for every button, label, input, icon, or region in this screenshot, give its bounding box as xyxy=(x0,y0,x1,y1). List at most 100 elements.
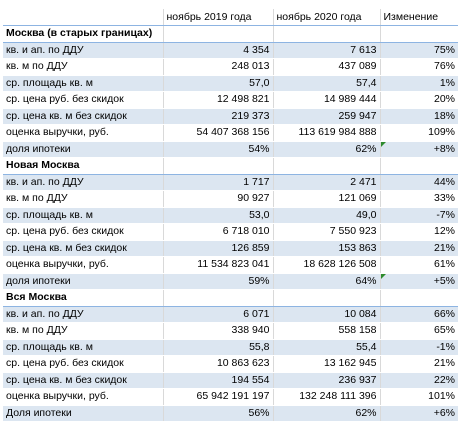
change-cell[interactable]: +6% xyxy=(380,405,458,422)
value-2019-cell[interactable]: 53,0 xyxy=(162,207,274,224)
value-2020-cell[interactable]: 7 613 xyxy=(273,42,381,59)
value-2019-cell[interactable]: 4 354 xyxy=(162,42,274,59)
value-2019-cell[interactable]: 65 942 191 197 xyxy=(162,388,274,406)
value-2019-cell[interactable]: 56% xyxy=(162,405,274,422)
section-empty-cell[interactable] xyxy=(380,157,458,175)
change-cell[interactable]: 61% xyxy=(380,256,458,274)
row-label-cell[interactable]: кв. и ап. по ДДУ xyxy=(3,306,163,323)
value-2020-cell[interactable]: 55,4 xyxy=(273,339,381,356)
row-label-cell[interactable]: ср. цена кв. м без скидок xyxy=(3,108,163,125)
row-label-cell[interactable]: оценка выручки, руб. xyxy=(3,388,163,406)
value-2020-cell[interactable]: 558 158 xyxy=(273,322,381,340)
value-2019-cell[interactable]: 194 554 xyxy=(162,372,274,389)
value-2020-cell[interactable]: 132 248 111 396 xyxy=(273,388,381,406)
value-2019-cell[interactable]: 219 373 xyxy=(162,108,274,125)
row-label-cell[interactable]: оценка выручки, руб. xyxy=(3,256,163,274)
change-cell[interactable]: 76% xyxy=(380,58,458,76)
change-cell[interactable]: -7% xyxy=(380,207,458,224)
change-cell[interactable]: 20% xyxy=(380,91,458,109)
change-cell[interactable]: 1% xyxy=(380,75,458,92)
row-label-cell[interactable]: Доля ипотеки xyxy=(3,405,163,422)
section-title-cell[interactable]: Новая Москва xyxy=(3,157,163,175)
row-label-cell[interactable]: оценка выручки, руб. xyxy=(3,124,163,142)
change-cell[interactable]: 22% xyxy=(380,372,458,389)
row-label-cell[interactable]: доля ипотеки xyxy=(3,273,163,290)
row-label-cell[interactable]: ср. цена руб. без скидок xyxy=(3,223,163,241)
section-empty-cell[interactable] xyxy=(273,157,381,175)
section-empty-cell[interactable] xyxy=(380,289,458,307)
change-cell[interactable]: 65% xyxy=(380,322,458,340)
row-label-cell[interactable]: ср. цена кв. м без скидок xyxy=(3,240,163,257)
value-2019-cell[interactable]: 54 407 368 156 xyxy=(162,124,274,142)
value-2020-cell[interactable]: 7 550 923 xyxy=(273,223,381,241)
change-cell[interactable]: +8% xyxy=(380,141,458,158)
row-label-cell[interactable]: кв. м по ДДУ xyxy=(3,190,163,208)
change-cell[interactable]: 18% xyxy=(380,108,458,125)
row-label-cell[interactable]: доля ипотеки xyxy=(3,141,163,158)
value-2019-cell[interactable]: 1 717 xyxy=(162,174,274,191)
section-empty-cell[interactable] xyxy=(162,25,274,43)
row-label-cell[interactable]: кв. м по ДДУ xyxy=(3,58,163,76)
value-2020-cell[interactable]: 62% xyxy=(273,141,381,158)
change-cell[interactable]: 66% xyxy=(380,306,458,323)
value-2019-cell[interactable]: 57,0 xyxy=(162,75,274,92)
header-label-cell[interactable] xyxy=(3,9,163,26)
row-label-cell[interactable]: ср. цена руб. без скидок xyxy=(3,91,163,109)
row-label-cell[interactable]: ср. площадь кв. м xyxy=(3,207,163,224)
change-cell[interactable]: 21% xyxy=(380,355,458,373)
value-2019-cell[interactable]: 59% xyxy=(162,273,274,290)
row-label-cell[interactable]: ср. площадь кв. м xyxy=(3,339,163,356)
row-label-cell[interactable]: ср. цена кв. м без скидок xyxy=(3,372,163,389)
row-label-cell[interactable]: кв. и ап. по ДДУ xyxy=(3,174,163,191)
value-2020-cell[interactable]: 18 628 126 508 xyxy=(273,256,381,274)
section-empty-cell[interactable] xyxy=(380,25,458,43)
value-2019-cell[interactable]: 11 534 823 041 xyxy=(162,256,274,274)
value-2020-cell[interactable]: 57,4 xyxy=(273,75,381,92)
value-2020-cell[interactable]: 113 619 984 888 xyxy=(273,124,381,142)
change-cell[interactable]: 33% xyxy=(380,190,458,208)
value-2019-cell[interactable]: 6 718 010 xyxy=(162,223,274,241)
section-title-cell[interactable]: Москва (в старых границах) xyxy=(3,25,163,43)
value-2020-cell[interactable]: 153 863 xyxy=(273,240,381,257)
value-2019-cell[interactable]: 55,8 xyxy=(162,339,274,356)
change-cell[interactable]: 12% xyxy=(380,223,458,241)
change-cell[interactable]: 109% xyxy=(380,124,458,142)
change-cell[interactable]: 21% xyxy=(380,240,458,257)
value-2019-cell[interactable]: 338 940 xyxy=(162,322,274,340)
value-2020-cell[interactable]: 437 089 xyxy=(273,58,381,76)
value-2020-cell[interactable]: 236 937 xyxy=(273,372,381,389)
header-2019-cell[interactable]: ноябрь 2019 года xyxy=(162,9,274,26)
change-cell[interactable]: +5% xyxy=(380,273,458,290)
value-2020-cell[interactable]: 49,0 xyxy=(273,207,381,224)
section-empty-cell[interactable] xyxy=(273,25,381,43)
section-empty-cell[interactable] xyxy=(273,289,381,307)
change-cell[interactable]: -1% xyxy=(380,339,458,356)
section-empty-cell[interactable] xyxy=(162,157,274,175)
value-2020-cell[interactable]: 62% xyxy=(273,405,381,422)
value-2020-cell[interactable]: 64% xyxy=(273,273,381,290)
header-2020-cell[interactable]: ноябрь 2020 года xyxy=(273,9,381,26)
value-2020-cell[interactable]: 13 162 945 xyxy=(273,355,381,373)
value-2019-cell[interactable]: 12 498 821 xyxy=(162,91,274,109)
row-label-cell[interactable]: ср. цена руб. без скидок xyxy=(3,355,163,373)
value-2019-cell[interactable]: 126 859 xyxy=(162,240,274,257)
row-label-cell[interactable]: кв. и ап. по ДДУ xyxy=(3,42,163,59)
value-2019-cell[interactable]: 248 013 xyxy=(162,58,274,76)
value-2020-cell[interactable]: 14 989 444 xyxy=(273,91,381,109)
value-2020-cell[interactable]: 121 069 xyxy=(273,190,381,208)
value-2020-cell[interactable]: 259 947 xyxy=(273,108,381,125)
value-2019-cell[interactable]: 6 071 xyxy=(162,306,274,323)
value-2020-cell[interactable]: 2 471 xyxy=(273,174,381,191)
value-2019-cell[interactable]: 10 863 623 xyxy=(162,355,274,373)
value-2020-cell[interactable]: 10 084 xyxy=(273,306,381,323)
row-label-cell[interactable]: ср. площадь кв. м xyxy=(3,75,163,92)
header-change-cell[interactable]: Изменение xyxy=(380,9,458,26)
value-2019-cell[interactable]: 90 927 xyxy=(162,190,274,208)
section-title-cell[interactable]: Вся Москва xyxy=(3,289,163,307)
change-cell[interactable]: 75% xyxy=(380,42,458,59)
change-cell[interactable]: 44% xyxy=(380,174,458,191)
section-empty-cell[interactable] xyxy=(162,289,274,307)
change-cell[interactable]: 101% xyxy=(380,388,458,406)
value-2019-cell[interactable]: 54% xyxy=(162,141,274,158)
row-label-cell[interactable]: кв. м по ДДУ xyxy=(3,322,163,340)
